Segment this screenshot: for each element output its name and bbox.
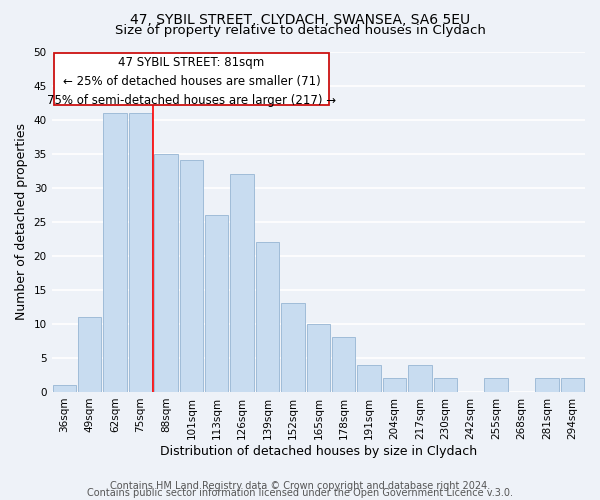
Bar [205,215,229,392]
Bar [179,160,203,392]
Bar [78,317,101,392]
Bar [281,304,305,392]
Bar [408,364,431,392]
Bar [484,378,508,392]
Bar [332,338,355,392]
X-axis label: Distribution of detached houses by size in Clydach: Distribution of detached houses by size … [160,444,477,458]
Bar [154,154,178,392]
Text: 47, SYBIL STREET, CLYDACH, SWANSEA, SA6 5EU: 47, SYBIL STREET, CLYDACH, SWANSEA, SA6 … [130,12,470,26]
Y-axis label: Number of detached properties: Number of detached properties [15,123,28,320]
Text: Size of property relative to detached houses in Clydach: Size of property relative to detached ho… [115,24,485,37]
Bar [383,378,406,392]
Bar [103,113,127,392]
Bar [53,385,76,392]
Bar [434,378,457,392]
Text: Contains public sector information licensed under the Open Government Licence v.: Contains public sector information licen… [87,488,513,498]
Text: 47 SYBIL STREET: 81sqm
← 25% of detached houses are smaller (71)
75% of semi-det: 47 SYBIL STREET: 81sqm ← 25% of detached… [47,56,336,108]
Bar [129,113,152,392]
Bar [560,378,584,392]
Bar [535,378,559,392]
Bar [230,174,254,392]
FancyBboxPatch shape [53,53,329,104]
Bar [256,242,279,392]
Bar [358,364,381,392]
Text: Contains HM Land Registry data © Crown copyright and database right 2024.: Contains HM Land Registry data © Crown c… [110,481,490,491]
Bar [307,324,330,392]
